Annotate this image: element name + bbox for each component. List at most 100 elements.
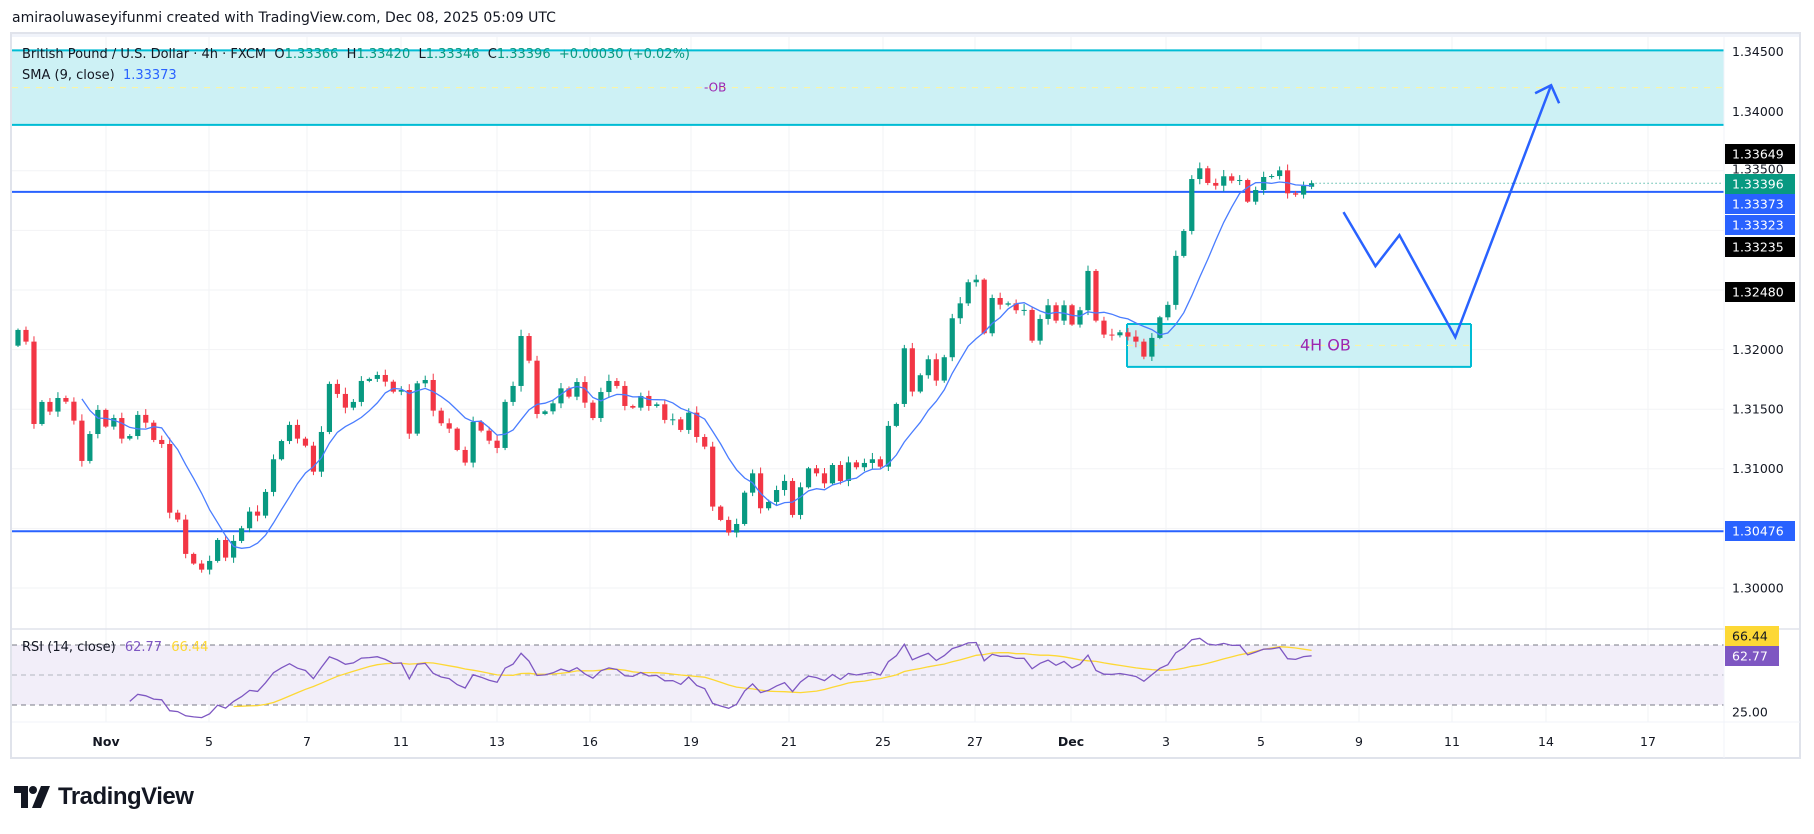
- candle[interactable]: [374, 371, 380, 382]
- horizontal-lines[interactable]: [12, 190, 1724, 533]
- candle[interactable]: [1165, 301, 1171, 321]
- candle[interactable]: [614, 378, 620, 389]
- candle[interactable]: [789, 478, 796, 518]
- candle[interactable]: [1181, 229, 1187, 258]
- candle[interactable]: [1245, 178, 1251, 203]
- candle[interactable]: [254, 505, 261, 522]
- candle[interactable]: [1005, 301, 1011, 307]
- candle[interactable]: [87, 431, 93, 464]
- candle[interactable]: [582, 376, 588, 408]
- candle[interactable]: [574, 378, 580, 401]
- candle[interactable]: [294, 419, 301, 444]
- candle[interactable]: [805, 466, 812, 489]
- tradingview-logo[interactable]: TradingView: [14, 783, 194, 811]
- candle[interactable]: [893, 402, 899, 428]
- candle[interactable]: [302, 436, 309, 448]
- candle[interactable]: [382, 369, 388, 387]
- candle[interactable]: [39, 400, 45, 426]
- candle[interactable]: [318, 426, 325, 477]
- candle[interactable]: [1229, 173, 1235, 184]
- candle[interactable]: [1173, 250, 1179, 310]
- candle[interactable]: [135, 411, 141, 440]
- candle[interactable]: [550, 399, 556, 415]
- candle[interactable]: [199, 560, 205, 573]
- candle[interactable]: [885, 421, 891, 472]
- candle[interactable]: [734, 518, 740, 538]
- candle[interactable]: [215, 538, 221, 563]
- rsi-legend[interactable]: RSI (14, close) 62.77 66.44: [22, 640, 208, 655]
- candle[interactable]: [446, 418, 452, 433]
- candle[interactable]: [813, 464, 820, 477]
- candle[interactable]: [686, 408, 692, 434]
- candle[interactable]: [1205, 165, 1211, 186]
- candle[interactable]: [989, 294, 995, 337]
- candle[interactable]: [861, 458, 868, 472]
- candle[interactable]: [997, 292, 1003, 310]
- candle[interactable]: [742, 490, 748, 526]
- candle[interactable]: [694, 406, 700, 443]
- candle[interactable]: [837, 461, 844, 485]
- candle[interactable]: [494, 434, 500, 454]
- candle[interactable]: [877, 456, 883, 470]
- candle[interactable]: [15, 328, 21, 347]
- candle[interactable]: [1093, 269, 1099, 323]
- candle[interactable]: [821, 467, 828, 489]
- candle[interactable]: [933, 353, 939, 386]
- candle[interactable]: [1117, 329, 1123, 338]
- candle[interactable]: [638, 392, 644, 411]
- candle[interactable]: [286, 421, 293, 445]
- candle[interactable]: [702, 434, 708, 450]
- candle[interactable]: [949, 313, 955, 362]
- candle[interactable]: [534, 355, 540, 419]
- candle[interactable]: [230, 535, 237, 563]
- price-axis[interactable]: 1.34500 1.34000 1.33500 1.32000 1.31500 1.310…: [1725, 44, 1795, 720]
- candle[interactable]: [678, 416, 684, 433]
- candle[interactable]: [1285, 164, 1291, 199]
- candle[interactable]: [55, 392, 61, 417]
- candle[interactable]: [1189, 175, 1195, 235]
- candle[interactable]: [510, 381, 516, 406]
- candle[interactable]: [662, 400, 668, 424]
- candle[interactable]: [478, 420, 484, 433]
- time-axis[interactable]: Nov 5 7 11 13 16 19 21 25 27 Dec 3 5 9 11 14 17: [92, 734, 1656, 749]
- candle[interactable]: [758, 467, 764, 514]
- candle[interactable]: [1300, 181, 1307, 199]
- projection-path[interactable]: [1342, 84, 1553, 341]
- candle[interactable]: [191, 552, 197, 565]
- candle[interactable]: [829, 463, 836, 486]
- candle[interactable]: [781, 474, 788, 496]
- candle[interactable]: [1029, 307, 1035, 343]
- candle[interactable]: [1213, 178, 1219, 190]
- sma-legend[interactable]: SMA (9, close) 1.33373: [22, 65, 690, 86]
- candle[interactable]: [462, 446, 468, 466]
- candle[interactable]: [1157, 315, 1163, 340]
- candle[interactable]: [127, 434, 133, 441]
- candle[interactable]: [470, 416, 476, 468]
- candle[interactable]: [941, 354, 947, 383]
- candle[interactable]: [71, 397, 77, 425]
- candle[interactable]: [422, 375, 428, 388]
- candle[interactable]: [167, 437, 173, 519]
- candle[interactable]: [1133, 330, 1139, 348]
- candle[interactable]: [63, 395, 69, 404]
- candle[interactable]: [398, 386, 404, 396]
- candle[interactable]: [1085, 265, 1091, 316]
- candle[interactable]: [502, 399, 508, 451]
- candle[interactable]: [111, 414, 117, 430]
- candle[interactable]: [1125, 327, 1131, 341]
- candle[interactable]: [710, 441, 716, 511]
- candle[interactable]: [143, 409, 149, 428]
- candle[interactable]: [119, 412, 125, 444]
- candle[interactable]: [965, 279, 971, 306]
- candle[interactable]: [1149, 333, 1155, 361]
- candle[interactable]: [278, 439, 285, 461]
- candle[interactable]: [558, 383, 564, 409]
- candle[interactable]: [869, 452, 875, 469]
- candle[interactable]: [1277, 166, 1283, 180]
- candle[interactable]: [95, 405, 101, 439]
- candle[interactable]: [630, 404, 636, 409]
- candle[interactable]: [358, 376, 364, 407]
- candle[interactable]: [909, 342, 915, 397]
- candle[interactable]: [334, 379, 340, 398]
- candle[interactable]: [1077, 306, 1083, 328]
